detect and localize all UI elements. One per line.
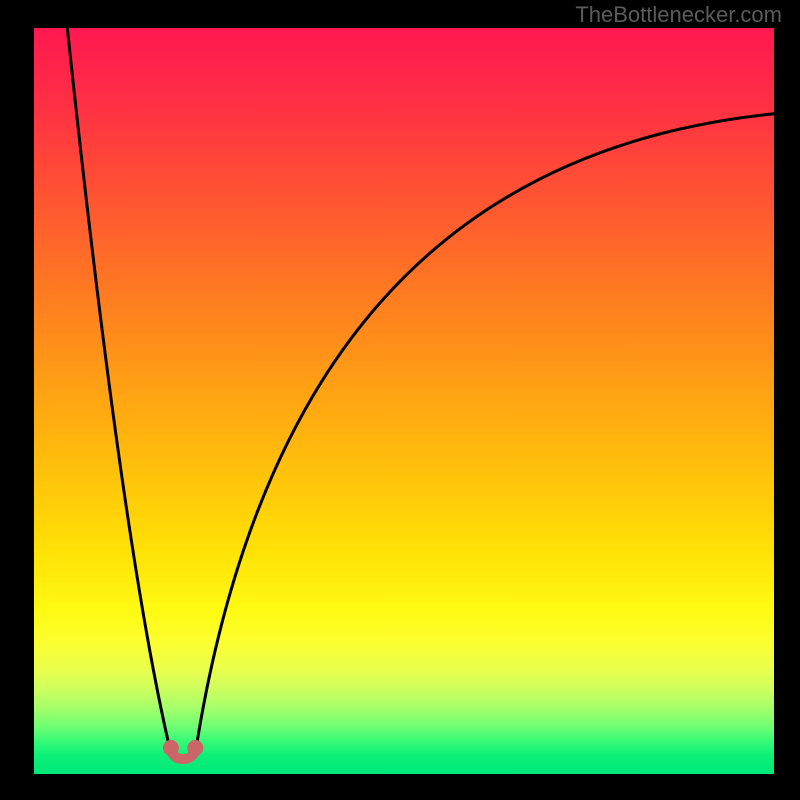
chart-container: TheBottlenecker.com xyxy=(0,0,800,800)
bottleneck-chart xyxy=(0,0,800,800)
trough-marker xyxy=(187,740,203,756)
trough-marker xyxy=(163,740,179,756)
plot-area xyxy=(34,28,774,774)
